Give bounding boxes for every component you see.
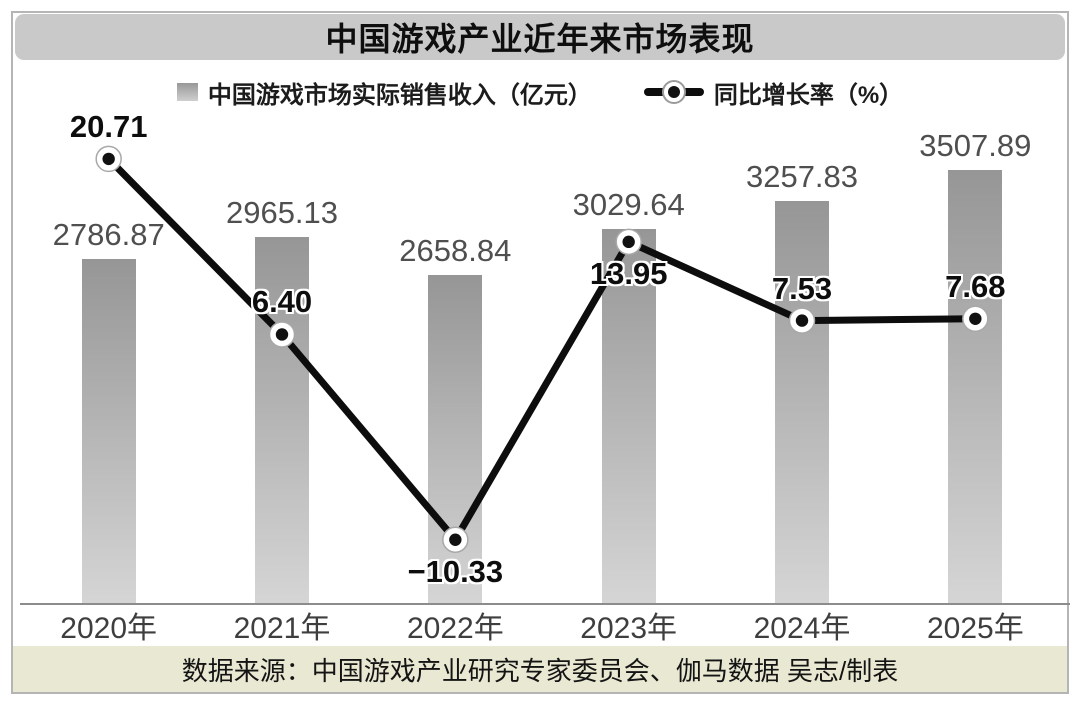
- growth-value-label: 7.53: [771, 270, 833, 306]
- growth-value-label: 6.40: [251, 284, 313, 320]
- bar-2023年: [601, 229, 656, 603]
- x-axis-label-2025年: 2025年: [926, 612, 1024, 645]
- source-band: 数据来源：中国游戏产业研究专家委员会、伽马数据 吴志/制表: [13, 646, 1067, 692]
- chart-title: 中国游戏产业近年来市场表现: [325, 21, 755, 57]
- growth-point-dot: [449, 533, 462, 546]
- bar-value-label: 2658.84: [399, 232, 512, 268]
- bar-swatch-icon: [176, 83, 198, 101]
- line-marker-icon: [643, 79, 704, 105]
- growth-value-label: 20.71: [69, 108, 148, 144]
- bar-value-label: 3257.83: [745, 158, 859, 194]
- growth-point-dot: [795, 314, 809, 327]
- legend-label-growth: 同比增长率（%）: [713, 81, 904, 109]
- growth-value-label: −10.33: [407, 553, 504, 589]
- legend-label-revenue: 中国游戏市场实际销售收入（亿元）: [207, 81, 592, 109]
- growth-point-dot: [102, 152, 115, 166]
- x-axis-labels: 2020年 2021年 2022年 2023年 2024年 2025年: [22, 609, 1062, 649]
- bar-2021年: [255, 237, 309, 603]
- legend-item-growth: 同比增长率（%）: [643, 75, 904, 110]
- growth-value-label: 7.68: [945, 268, 1006, 304]
- chart-title-band: 中国游戏产业近年来市场表现: [15, 14, 1065, 60]
- growth-value-label: 13.95: [589, 255, 668, 291]
- x-axis-label-2023年: 2023年: [580, 612, 678, 645]
- bar-2025年: [948, 170, 1003, 603]
- bar-value-label: 2965.13: [225, 194, 339, 230]
- x-axis-line: [20, 603, 1070, 605]
- data-source-text: 数据来源：中国游戏产业研究专家委员会、伽马数据 吴志/制表: [181, 655, 899, 686]
- legend-item-revenue: 中国游戏市场实际销售收入（亿元）: [176, 75, 592, 110]
- x-axis-label-2021年: 2021年: [233, 612, 331, 645]
- x-axis-label-2022年: 2022年: [406, 612, 504, 645]
- x-axis-label-2020年: 2020年: [60, 612, 158, 645]
- bar-2020年: [81, 259, 136, 603]
- bar-2024年: [775, 200, 829, 603]
- bar-value-label: 3029.64: [572, 187, 685, 223]
- growth-point-dot: [969, 312, 982, 325]
- growth-line: [105, 155, 979, 544]
- growth-point-dot: [275, 328, 289, 341]
- plot-area: 2786.87 2965.13 2658.84 3029.64 3257.83 3507.…: [20, 102, 1070, 605]
- bar-value-label: 3507.89: [919, 128, 1032, 163]
- chart-frame: 中国游戏产业近年来市场表现 中国游戏市场实际销售收入（亿元） 同比增长率（%） …: [11, 11, 1070, 694]
- x-axis-label-2024年: 2024年: [753, 612, 851, 645]
- growth-point-dot: [622, 235, 635, 249]
- legend: 中国游戏市场实际销售收入（亿元） 同比增长率（%）: [13, 73, 1067, 111]
- bar-value-label: 2786.87: [52, 216, 165, 252]
